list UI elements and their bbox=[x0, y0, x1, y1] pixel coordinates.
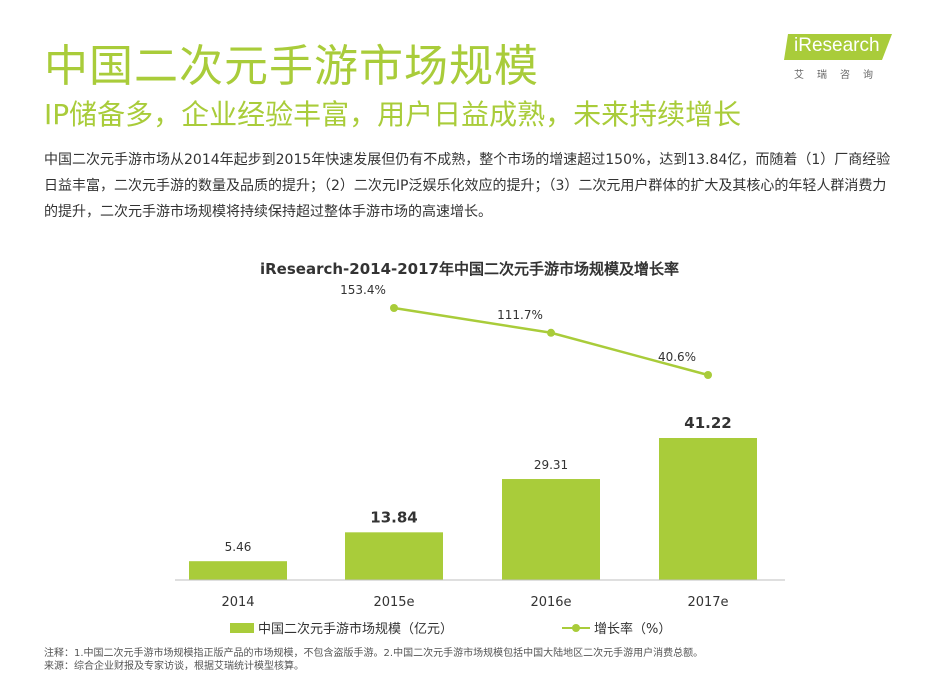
legend-label-market-size: 中国二次元手游市场规模（亿元） bbox=[258, 622, 454, 637]
legend-item-market-size: 中国二次元手游市场规模（亿元） bbox=[230, 618, 453, 637]
page-title: 中国二次元手游市场规模 bbox=[44, 41, 539, 92]
legend-bar-swatch bbox=[230, 622, 254, 633]
x-tick-label: 2015e bbox=[373, 595, 414, 610]
growth-rate-point bbox=[704, 371, 712, 379]
bar-2014 bbox=[189, 561, 287, 580]
chart: 5.46 2014 13.84 2015e 29.31 2016e 41.22 2017e 15… bbox=[175, 283, 785, 610]
bar-value-label: 13.84 bbox=[370, 508, 417, 526]
bar-2015e bbox=[345, 532, 443, 580]
page-subtitle: IP储备多，企业经验丰富，用户日益成熟，未来持续增长 bbox=[44, 98, 742, 131]
description: 中国二次元手游市场从2014年起步到2015年快速发展但仍有不成熟，整个市场的增… bbox=[44, 152, 891, 220]
bar-value-label: 41.22 bbox=[684, 414, 731, 432]
legend-line-swatch bbox=[562, 623, 590, 633]
bar-2016e bbox=[502, 479, 600, 580]
bar-value-label: 5.46 bbox=[225, 540, 252, 554]
x-tick-label: 2014 bbox=[221, 595, 254, 610]
footnote-note: 注释：1.中国二次元手游市场规模指正版产品的市场规模，不包含盗版手游。2.中国二… bbox=[44, 648, 704, 659]
logo-shape bbox=[784, 34, 892, 60]
chart-title: iResearch-2014-2017年中国二次元手游市场规模及增长率 bbox=[259, 260, 679, 278]
footnote-source: 来源：综合企业财报及专家访谈，根据艾瑞统计模型核算。 bbox=[44, 661, 304, 672]
growth-rate-point bbox=[390, 304, 398, 312]
footnotes: 注释：1.中国二次元手游市场规模指正版产品的市场规模，不包含盗版手游。2.中国二… bbox=[44, 647, 703, 673]
legend-label-growth-rate: 增长率（%） bbox=[594, 622, 672, 637]
growth-rate-label: 111.7% bbox=[497, 308, 543, 322]
iresearch-logo: iResearch 艾瑞咨询 bbox=[780, 32, 900, 82]
growth-rate-line bbox=[393, 306, 709, 377]
growth-rate-label: 40.6% bbox=[658, 350, 696, 364]
growth-rate-label: 153.4% bbox=[340, 283, 386, 297]
bar-value-label: 29.31 bbox=[534, 458, 568, 472]
x-tick-label: 2016e bbox=[530, 595, 571, 610]
growth-rate-point bbox=[547, 328, 555, 337]
legend-item-growth-rate: 增长率（%） bbox=[562, 618, 671, 637]
logo-wordmark: iResearch bbox=[794, 35, 880, 56]
logo-chinese: 艾瑞咨询 bbox=[794, 70, 886, 81]
x-tick-label: 2017e bbox=[687, 595, 728, 610]
bar-2017e bbox=[659, 438, 757, 580]
